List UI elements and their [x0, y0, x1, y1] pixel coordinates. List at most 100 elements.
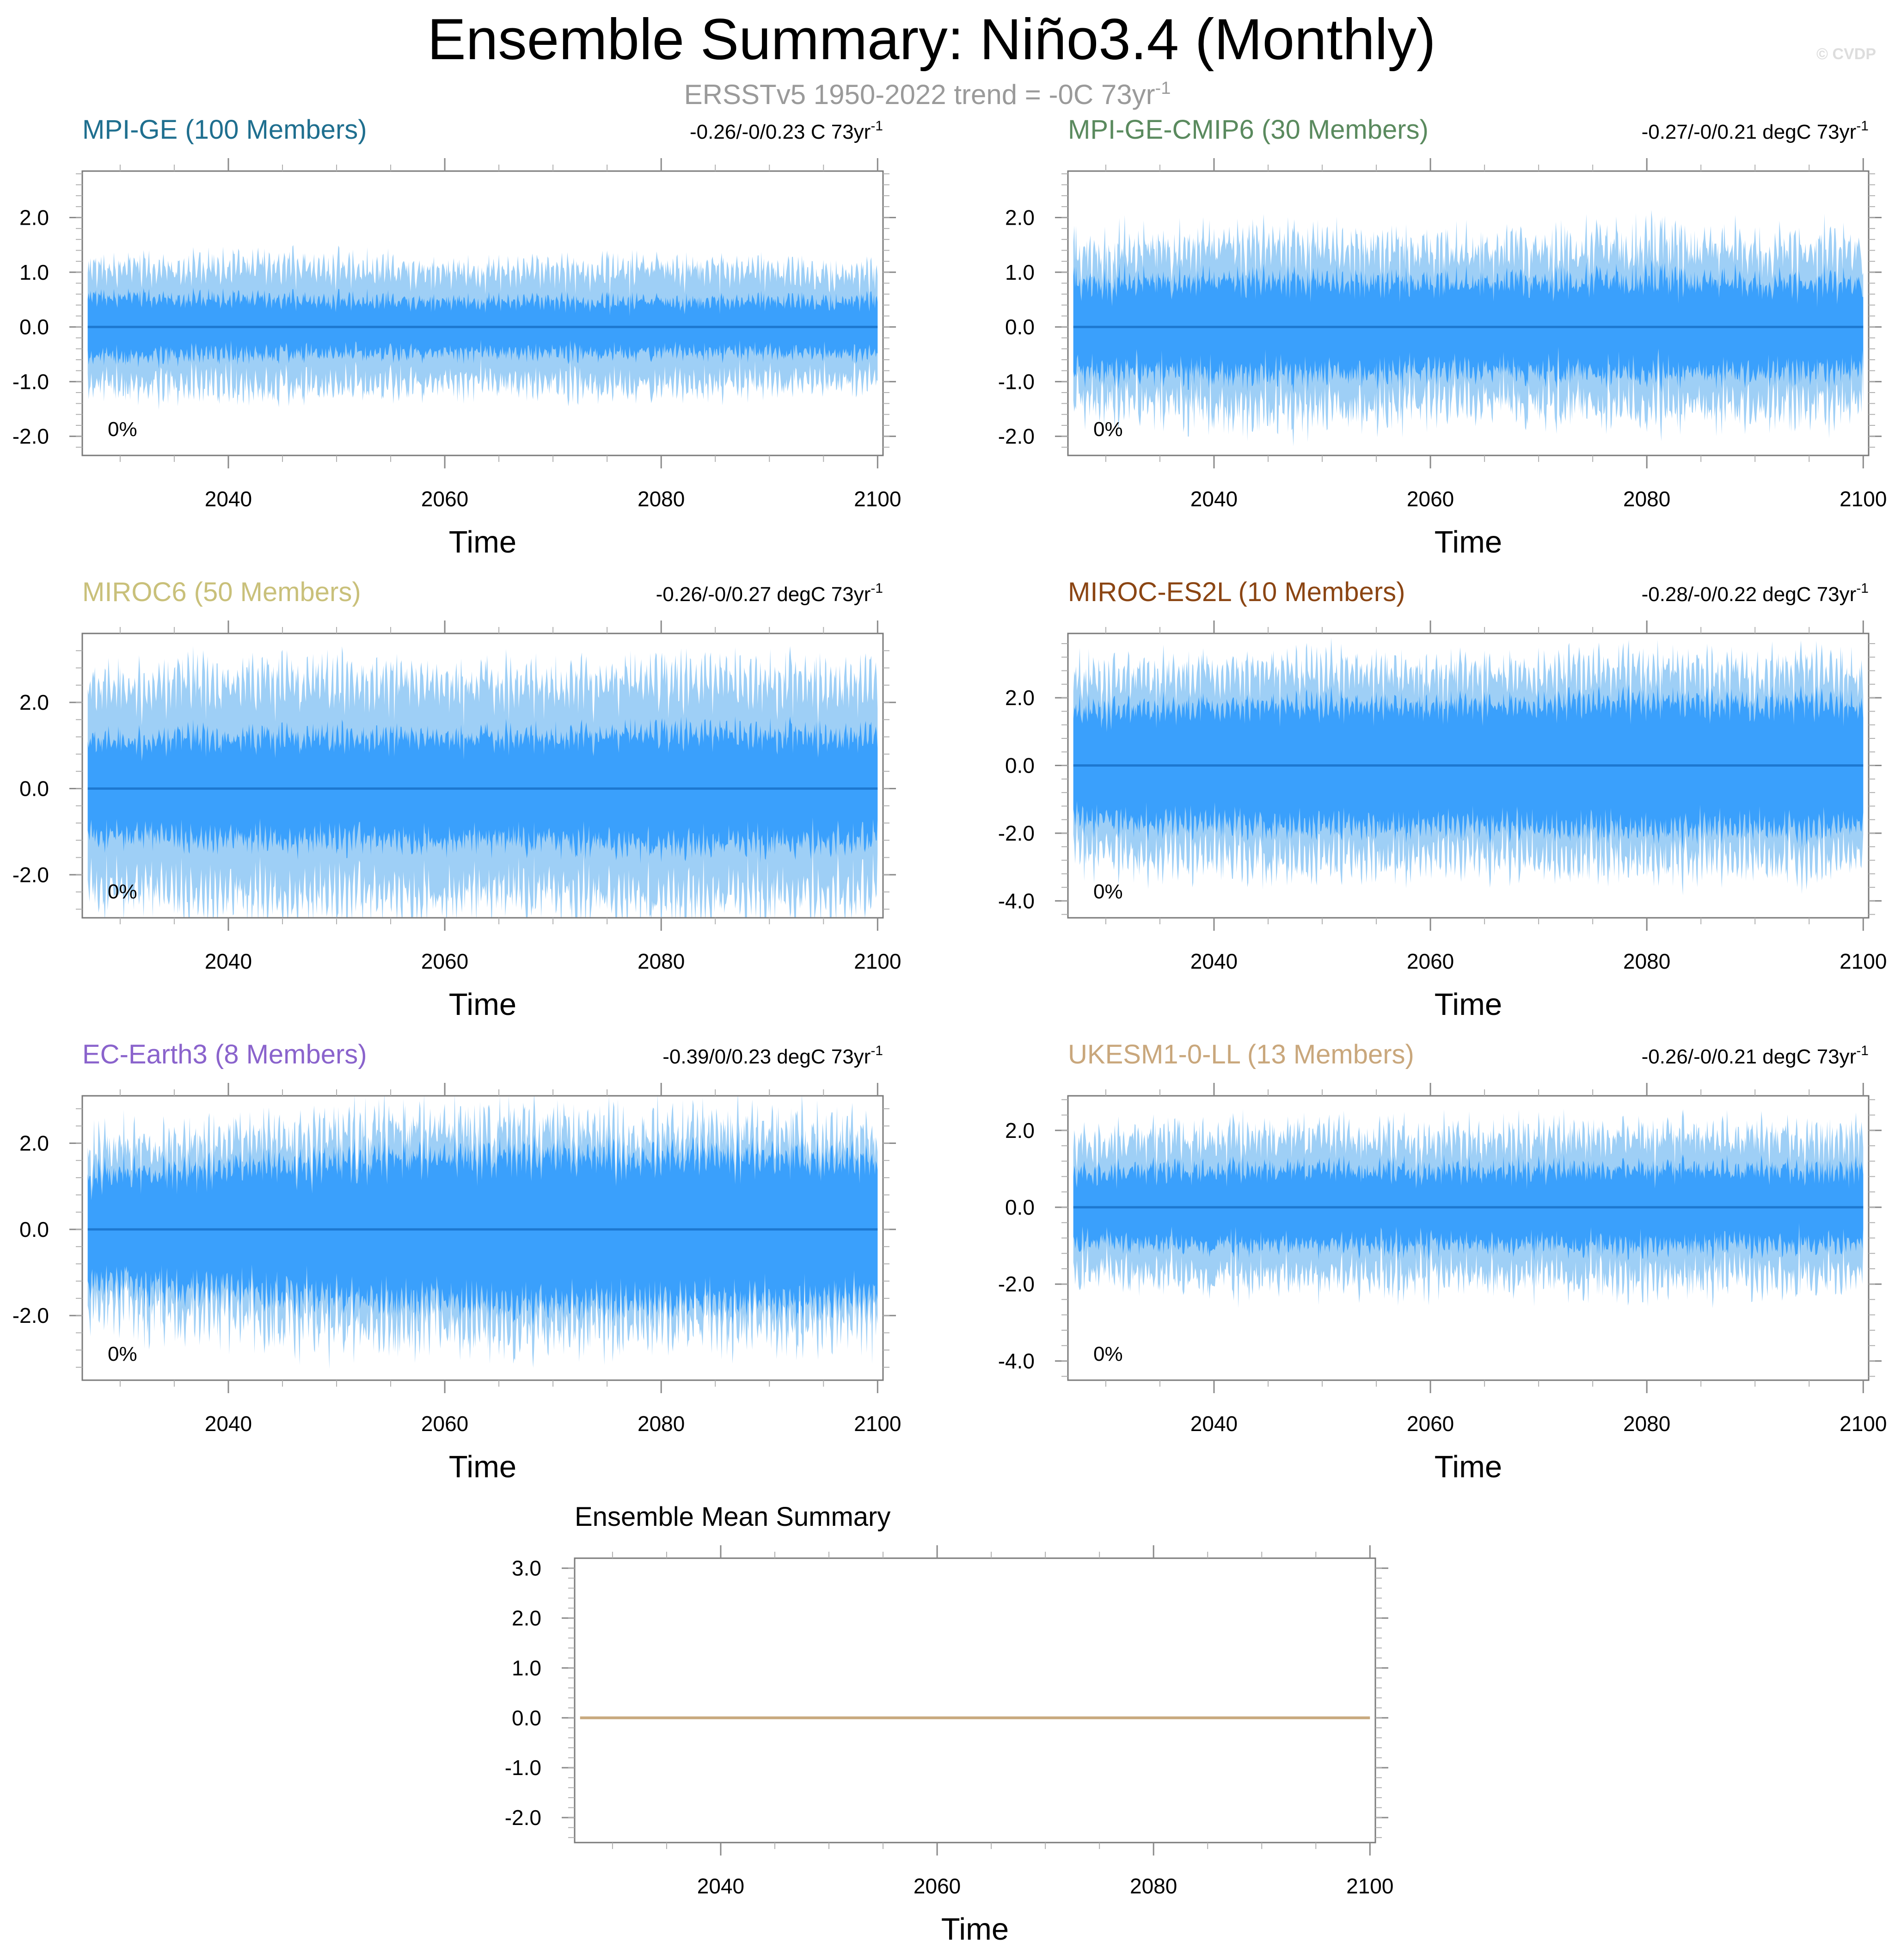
x-axis-label: Time [1435, 1450, 1502, 1484]
panel-title: MPI-GE-CMIP6 (30 Members) [1068, 115, 1429, 145]
plot-frame [81, 1095, 884, 1381]
plot-area [87, 245, 878, 410]
figure-title: Ensemble Summary: Niño3.4 (Monthly) [427, 7, 1435, 72]
panel-3: MIROC6 (50 Members) -0.26/-0/0.27 degC 73… [12, 577, 901, 1022]
y-tick-label: 2.0 [1005, 206, 1035, 230]
trend-text: -0.26/-0/0.23 C 73yr [690, 121, 871, 143]
x-tick-label: 2060 [1407, 949, 1454, 973]
y-tick-label: -1.0 [12, 369, 49, 393]
x-tick-label: 2100 [854, 487, 901, 511]
panel-6: UKESM1-0-LL (13 Members) -0.26/-0/0.21 de… [998, 1039, 1887, 1484]
y-tick-label: -4.0 [998, 1349, 1035, 1373]
y-tick-label: 1.0 [1005, 260, 1035, 284]
trend-superscript: -1 [1856, 1043, 1869, 1058]
subtitle-text: ERSSTv5 1950-2022 trend = -0C 73yr [684, 79, 1155, 110]
x-tick-label: 2100 [1840, 487, 1887, 511]
percent-label: 0% [1093, 418, 1123, 441]
panel-title: MPI-GE (100 Members) [82, 115, 367, 145]
percent-label: 0% [108, 418, 137, 441]
trend-superscript: -1 [1856, 118, 1869, 134]
trend-superscript: -1 [871, 581, 883, 596]
inner-spread-band [87, 716, 878, 864]
x-tick-label: 2040 [1190, 1412, 1238, 1436]
y-tick-label: -1.0 [998, 369, 1035, 393]
plot-area [87, 646, 878, 918]
x-axis-label: Time [1435, 987, 1502, 1022]
y-tick-label: 2.0 [19, 690, 49, 714]
y-tick-label: 0.0 [1005, 1195, 1035, 1219]
trend-superscript: -1 [871, 118, 883, 134]
x-tick-label: 2040 [697, 1874, 744, 1898]
subtitle-superscript: -1 [1155, 79, 1171, 98]
panel-title: MIROC-ES2L (10 Members) [1068, 577, 1405, 607]
x-axis-label: Time [449, 525, 516, 559]
x-tick-label: 2060 [421, 1412, 468, 1436]
x-tick-label: 2060 [1407, 487, 1454, 511]
trend-label: -0.39/0/0.23 degC 73yr-1 [662, 1043, 883, 1068]
plot-frame [574, 1557, 1376, 1843]
x-axis-label: Time [449, 987, 516, 1022]
x-tick-label: 2100 [1840, 1412, 1887, 1436]
y-tick-label: 0.0 [1005, 315, 1035, 339]
y-tick-label: 0.0 [1005, 754, 1035, 778]
x-tick-label: 2100 [1840, 949, 1887, 973]
x-tick-label: 2080 [638, 949, 685, 973]
x-tick-label: 2080 [1623, 487, 1670, 511]
trend-label: -0.26/-0/0.23 C 73yr-1 [690, 118, 883, 143]
percent-label: 0% [108, 1343, 137, 1365]
x-tick-label: 2080 [1130, 1874, 1177, 1898]
cvdp-watermark: © CVDP [1816, 45, 1876, 63]
y-tick-label: -2.0 [12, 863, 49, 887]
y-tick-label: 2.0 [512, 1606, 541, 1630]
trend-label: -0.26/-0/0.21 degC 73yr-1 [1642, 1043, 1869, 1068]
figure-subtitle: ERSSTv5 1950-2022 trend = -0C 73yr-1 [684, 79, 1171, 110]
y-tick-label: 1.0 [512, 1656, 541, 1680]
trend-superscript: -1 [1856, 581, 1869, 596]
trend-label: -0.26/-0/0.27 degC 73yr-1 [656, 581, 883, 606]
trend-label: -0.28/-0/0.22 degC 73yr-1 [1642, 581, 1869, 606]
plot-frame [81, 633, 884, 919]
x-tick-label: 2040 [1190, 487, 1238, 511]
y-tick-label: 0.0 [19, 315, 49, 339]
x-tick-label: 2040 [1190, 949, 1238, 973]
y-tick-label: 2.0 [19, 1131, 49, 1155]
x-tick-label: 2080 [638, 1412, 685, 1436]
x-axis-label: Time [941, 1912, 1009, 1947]
inner-spread-band [1073, 684, 1864, 849]
x-axis-label: Time [1435, 525, 1502, 559]
plot-area [1073, 209, 1864, 447]
panel-1: MPI-GE (100 Members) -0.26/-0/0.23 C 73yr… [12, 115, 901, 559]
plot-area [1073, 1109, 1864, 1309]
y-tick-label: -4.0 [998, 889, 1035, 913]
plot-area [1073, 638, 1864, 896]
trend-text: -0.39/0/0.23 degC 73yr [662, 1045, 871, 1068]
y-tick-label: -2.0 [12, 424, 49, 449]
y-tick-label: 0.0 [19, 1217, 49, 1241]
panel-title: Ensemble Mean Summary [575, 1502, 890, 1532]
x-tick-label: 2060 [1407, 1412, 1454, 1436]
x-tick-label: 2100 [1346, 1874, 1393, 1898]
plot-frame [1067, 170, 1870, 456]
y-tick-label: 0.0 [19, 776, 49, 800]
x-tick-label: 2100 [854, 949, 901, 973]
y-tick-label: 2.0 [1005, 686, 1035, 710]
y-tick-label: -2.0 [998, 424, 1035, 449]
plot-area [87, 1096, 878, 1369]
trend-text: -0.26/-0/0.27 degC 73yr [656, 583, 871, 606]
inner-spread-band [87, 288, 878, 369]
x-axis-label: Time [449, 1450, 516, 1484]
x-tick-label: 2100 [854, 1412, 901, 1436]
panel-5: EC-Earth3 (8 Members) -0.39/0/0.23 degC 7… [12, 1039, 901, 1484]
plot-frame [1067, 633, 1870, 919]
y-tick-label: 0.0 [512, 1706, 541, 1730]
trend-text: -0.27/-0/0.21 degC 73yr [1642, 121, 1857, 143]
x-tick-label: 2040 [205, 1412, 252, 1436]
panel-4: MIROC-ES2L (10 Members) -0.28/-0/0.22 deg… [998, 577, 1887, 1022]
y-tick-label: -1.0 [505, 1756, 541, 1780]
y-tick-label: -2.0 [998, 1272, 1035, 1296]
panel-2: MPI-GE-CMIP6 (30 Members) -0.27/-0/0.21 d… [998, 115, 1887, 559]
x-tick-label: 2040 [205, 487, 252, 511]
trend-text: -0.28/-0/0.22 degC 73yr [1642, 583, 1857, 606]
panels-group: MPI-GE (100 Members) -0.26/-0/0.23 C 73yr… [12, 115, 1887, 1947]
panel-7: Ensemble Mean Summary -2.0 -1.0 0.0 1.0 2.0 3.… [505, 1502, 1394, 1947]
